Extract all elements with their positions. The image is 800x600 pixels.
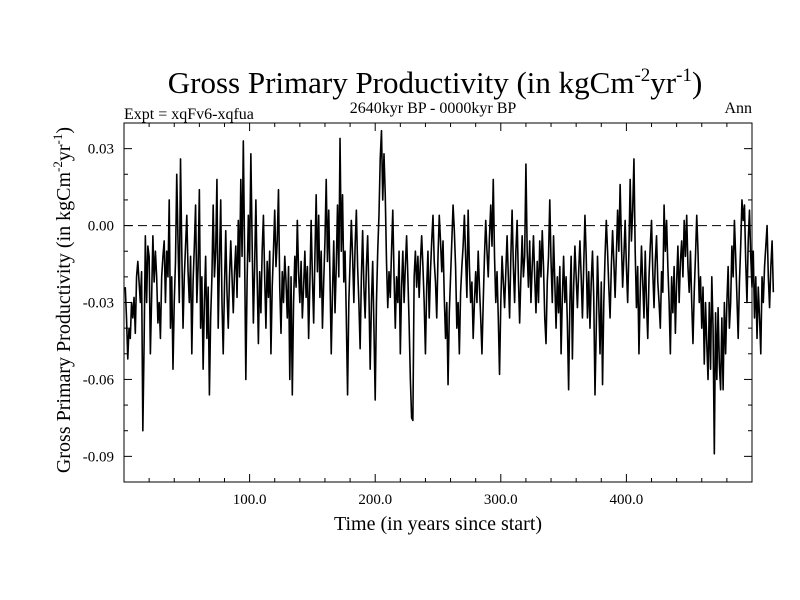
chart-subtitle: 2640kyr BP - 0000kyr BP [350, 100, 517, 117]
chart-title-sup1: -2 [634, 65, 650, 86]
y-axis-title-end: ) [53, 127, 75, 134]
x-tick-label: 300.0 [484, 492, 518, 508]
season-label: Ann [724, 100, 752, 117]
x-tick-label: 400.0 [610, 492, 644, 508]
y-tick-label: -0.06 [83, 372, 115, 388]
x-axis-title: Time (in years since start) [334, 513, 542, 535]
chart-title-mid: yr [650, 65, 677, 100]
minor-ticks [124, 123, 752, 482]
y-tick-label: 0.00 [88, 219, 114, 235]
x-tick-label: 100.0 [233, 492, 267, 508]
y-axis-title-sup2: -1 [50, 134, 65, 145]
chart-title-main: Gross Primary Productivity (in kgCm [168, 65, 635, 100]
y-tick-label: 0.03 [88, 142, 114, 158]
expt-label: Expt = xqFv6-xqfua [124, 106, 254, 123]
y-axis-title: Gross Primary Productivity (in kgCm-2yr-… [50, 127, 75, 473]
x-tick-label: 200.0 [358, 492, 392, 508]
series-line-gpp [124, 129, 775, 455]
y-tick-label: -0.03 [83, 296, 114, 312]
y-axis: 0.03 0.00 -0.03 -0.06 -0.09 [83, 142, 752, 465]
y-axis-title-main: Gross Primary Productivity (in kgCm [53, 172, 75, 474]
chart-title-end: ) [692, 65, 702, 100]
y-axis-title-mid: yr [53, 144, 75, 161]
x-axis: 100.0 200.0 300.0 400.0 [233, 123, 644, 508]
y-axis-title-sup1: -2 [50, 161, 65, 172]
chart-title: Gross Primary Productivity (in kgCm-2yr-… [168, 65, 703, 100]
y-tick-label: -0.09 [83, 449, 114, 465]
chart-title-sup2: -1 [676, 65, 692, 86]
